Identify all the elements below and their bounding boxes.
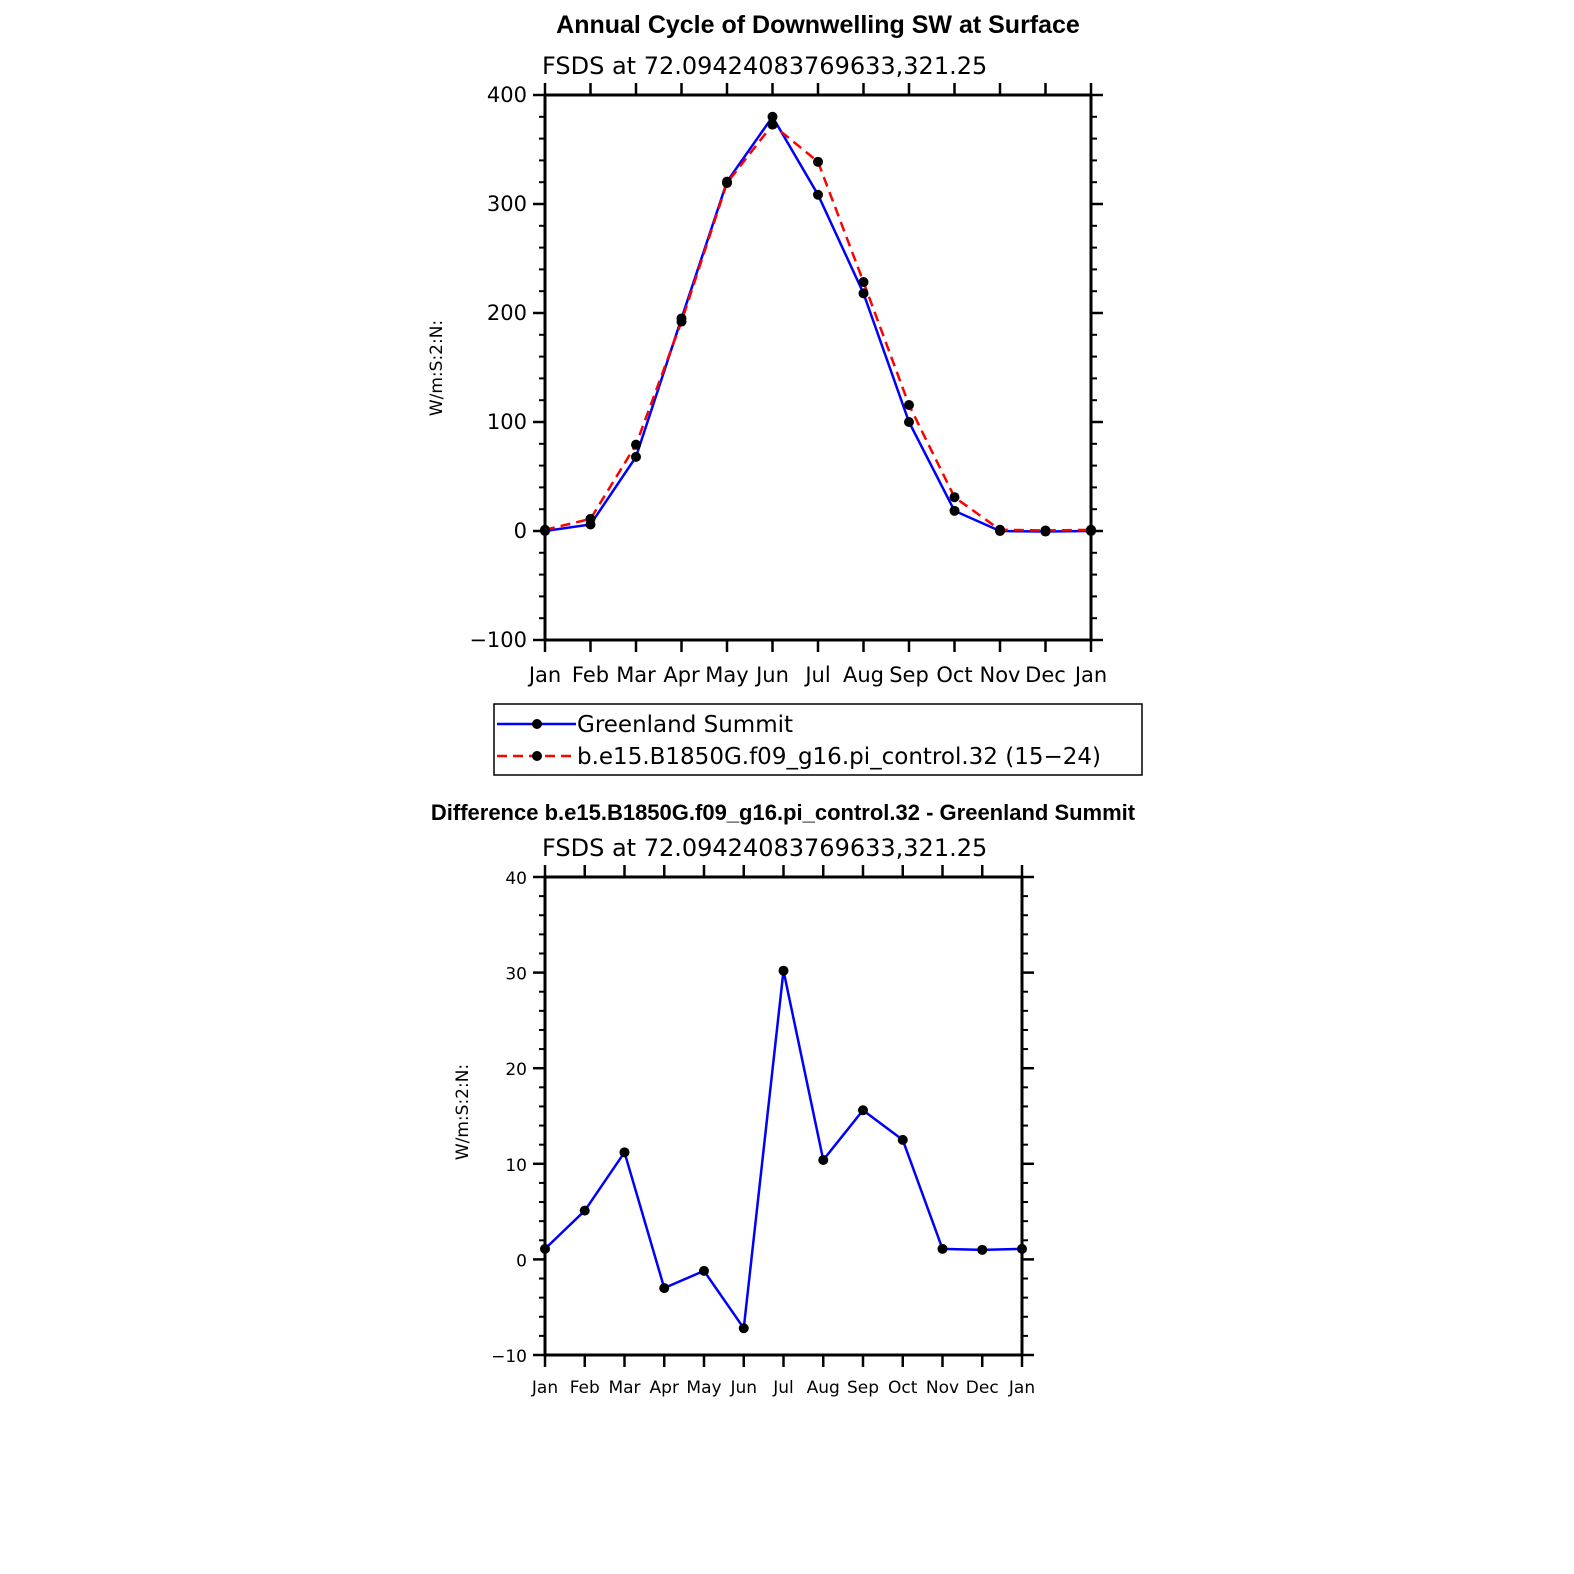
x-tick-label: Mar [608, 1378, 640, 1398]
x-tick-label: Sep [889, 663, 929, 687]
x-tick-label: Aug [807, 1378, 840, 1398]
data-point-series-1 [676, 316, 687, 327]
data-point-series-0 [579, 1205, 590, 1216]
y-tick-label: 100 [487, 410, 527, 434]
data-point-series-1 [995, 524, 1005, 535]
data-point-series-0 [858, 1105, 868, 1116]
x-tick-label: Mar [616, 663, 656, 687]
data-point-series-1 [722, 177, 732, 188]
data-point-series-1 [631, 439, 641, 450]
x-tick-label: Jan [531, 1378, 558, 1398]
y-tick-label: 200 [487, 301, 527, 325]
y-tick-label: 20 [505, 1060, 527, 1080]
x-tick-label: Feb [572, 663, 609, 687]
chart-subtitle-difference: FSDS at 72.09424083769633,321.25 [542, 834, 987, 862]
x-tick-label: Jul [772, 1378, 794, 1398]
x-tick-label: Feb [570, 1378, 600, 1398]
series-line-0 [544, 970, 1023, 1332]
y-tick-label: 0 [516, 1251, 527, 1271]
data-point-series-0 [699, 1265, 709, 1276]
data-point-series-0 [813, 189, 823, 200]
data-point-series-1 [904, 399, 914, 410]
plot-difference: −10 0 10 20 30 40 Jan Feb Mar Apr May Jun Jul Aug Sep O… [491, 865, 1035, 1398]
plot-frame [543, 875, 1024, 1357]
x-tick-label: Jul [803, 663, 830, 687]
y-tick-label: 30 [505, 965, 527, 985]
y-tick-label: 400 [487, 83, 527, 107]
data-point-series-1 [858, 277, 869, 288]
data-point-series-0 [897, 1134, 908, 1145]
plot-frame [543, 93, 1093, 642]
data-point-series-0 [818, 1154, 829, 1165]
data-point-series-1 [767, 119, 778, 130]
data-point-series-0 [631, 451, 641, 462]
y-tick-label: 10 [505, 1156, 527, 1176]
legend-marker [532, 751, 542, 761]
data-point-series-0 [937, 1243, 948, 1254]
x-tick-label: Apr [650, 1378, 679, 1398]
data-point-series-0 [904, 417, 914, 427]
data-point-series-1 [1086, 524, 1096, 535]
x-tick-label: Oct [888, 1378, 918, 1398]
data-point-series-1 [540, 524, 550, 535]
x-tick-label: Sep [847, 1378, 879, 1398]
legend-marker [532, 719, 542, 729]
y-tick-label: 0 [514, 519, 527, 543]
data-point-series-0 [540, 1243, 550, 1254]
data-point-series-0 [949, 505, 960, 516]
data-point-series-0 [977, 1244, 988, 1255]
data-point-series-1 [585, 513, 596, 524]
x-tick-label: Dec [1025, 663, 1066, 687]
chart-title-difference: Difference b.e15.B1850G.f09_g16.pi_contr… [431, 800, 1136, 825]
legend-label-greenland-summit: Greenland Summit [577, 712, 793, 738]
plot-annual-cycle: −100 0 100 200 300 400 Jan Feb Mar Apr May Jun Jul Au… [469, 83, 1107, 687]
x-tick-label: Aug [843, 663, 884, 687]
data-point-series-1 [813, 156, 823, 167]
x-tick-label: Jun [754, 663, 789, 687]
y-tick-label: 40 [505, 869, 527, 889]
x-tick-label: May [705, 663, 748, 687]
y-tick-label: −10 [491, 1347, 527, 1367]
x-tick-label: May [686, 1378, 721, 1398]
x-tick-label: Jan [527, 663, 561, 687]
data-point-series-0 [778, 965, 789, 976]
y-axis-label: W/m:S:2:N: [427, 320, 447, 416]
x-tick-label: Oct [936, 663, 972, 687]
legend-label-model: b.e15.B1850G.f09_g16.pi_control.32 (15−2… [577, 744, 1101, 770]
x-tick-label: Jun [729, 1378, 757, 1398]
chart-title: Annual Cycle of Downwelling SW at Surfac… [556, 11, 1080, 39]
y-tick-label: 300 [487, 192, 527, 216]
x-tick-label: Apr [663, 663, 700, 687]
data-point-series-0 [858, 288, 869, 299]
series-line-0 [544, 114, 1092, 533]
x-tick-label: Dec [966, 1378, 999, 1398]
data-point-series-0 [738, 1323, 749, 1334]
x-tick-label: Nov [980, 663, 1021, 687]
data-point-series-0 [1017, 1243, 1027, 1254]
chart-subtitle: FSDS at 72.09424083769633,321.25 [542, 52, 987, 80]
x-tick-label: Jan [1073, 663, 1107, 687]
data-point-series-1 [1040, 525, 1051, 536]
data-point-series-0 [619, 1147, 630, 1158]
legend: Greenland Summit b.e15.B1850G.f09_g16.pi… [493, 703, 1143, 776]
data-point-series-0 [767, 111, 778, 122]
x-tick-label: Jan [1008, 1378, 1035, 1398]
x-tick-label: Nov [926, 1378, 959, 1398]
data-point-series-1 [949, 492, 960, 503]
data-point-series-0 [659, 1283, 670, 1294]
y-tick-label: −100 [469, 628, 527, 652]
y-axis-label-difference: W/m:S:2:N: [453, 1064, 473, 1160]
